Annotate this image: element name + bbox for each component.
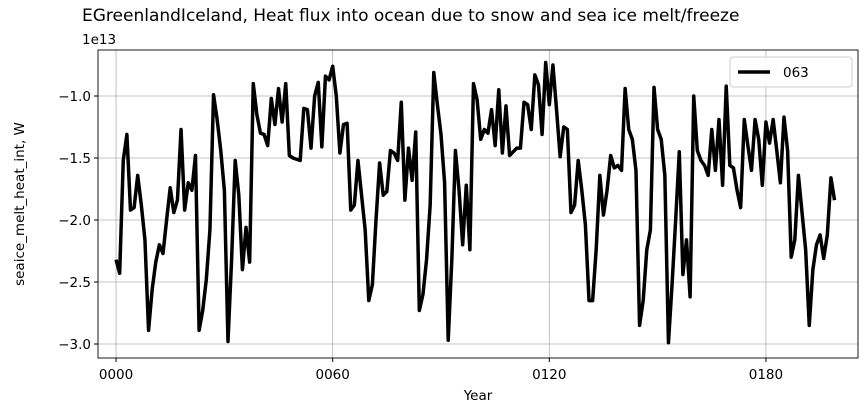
- x-tick-label: 0060: [315, 367, 349, 383]
- y-tick-label: −2.5: [58, 275, 91, 291]
- legend-label: 063: [783, 65, 809, 81]
- offset-text: 1e13: [82, 32, 116, 48]
- legend-box: [729, 56, 853, 88]
- x-tick-label: 0180: [749, 367, 783, 383]
- y-tick-label: −3.0: [58, 337, 91, 353]
- chart-title: EGreenlandIceland, Heat flux into ocean …: [82, 6, 739, 26]
- plot-frame: [97, 49, 859, 359]
- y-tick-label: −1.5: [58, 151, 91, 167]
- x-tick-label: 0120: [532, 367, 566, 383]
- x-tick-label: 0000: [99, 367, 133, 383]
- y-axis-label: seaice_melt_heat_int, W: [12, 122, 28, 286]
- line-series: [114, 60, 837, 345]
- y-tick-label: −1.0: [58, 89, 91, 105]
- x-axis-label: Year: [463, 388, 493, 404]
- y-tick-label: −2.0: [58, 213, 91, 229]
